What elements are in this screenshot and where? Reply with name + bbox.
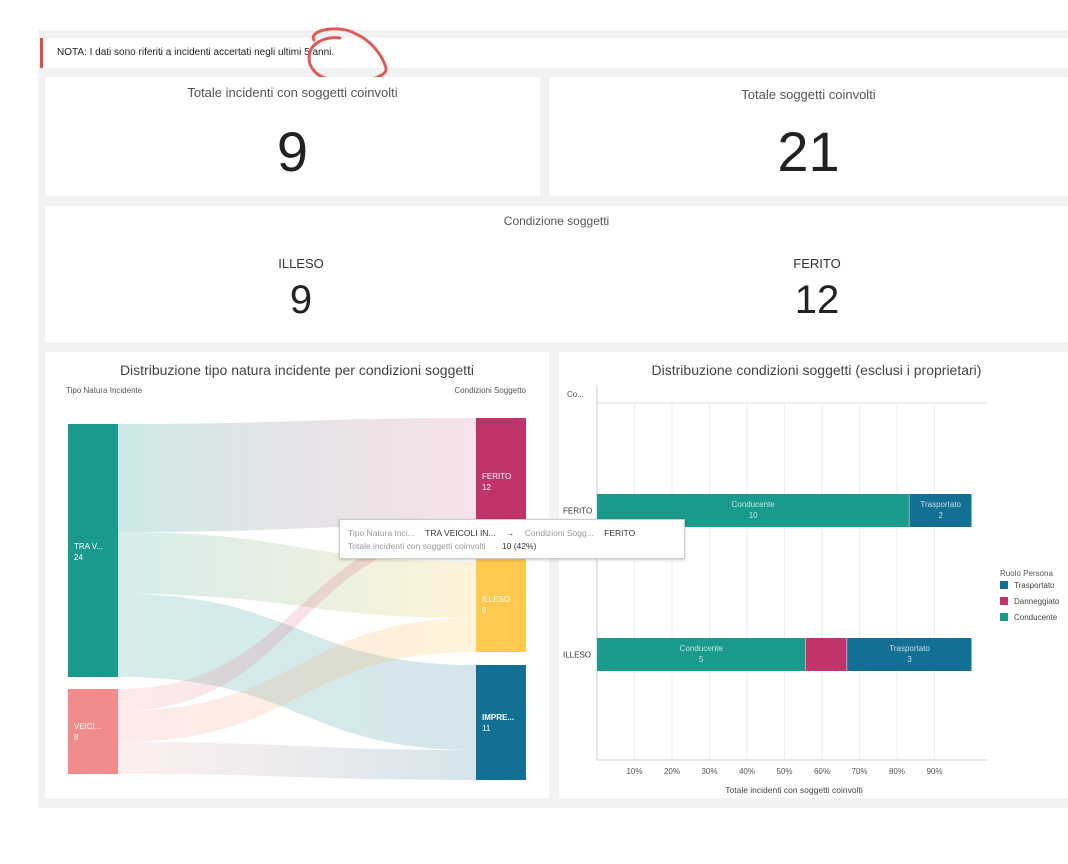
x-tick-label: 80% [889, 767, 905, 776]
kpi-incidenti-card[interactable]: Totale incidenti con soggetti coinvolti … [45, 77, 540, 196]
sankey-node-impre[interactable] [476, 665, 526, 780]
sankey-node-value: 9 [482, 606, 487, 615]
kpi-soggetti-title: Totale soggetti coinvolti [741, 87, 876, 102]
bar-segment-trasportato[interactable] [909, 494, 972, 527]
x-tick-label: 50% [776, 767, 792, 776]
sankey-node-tra-veicoli[interactable] [68, 424, 118, 677]
kpi-incidenti-title: Totale incidenti con soggetti coinvolti [187, 85, 398, 100]
legend-label[interactable]: Danneggiato [1014, 597, 1060, 606]
legend-swatch [1000, 597, 1008, 605]
condizione-illeso-value: 9 [289, 278, 313, 322]
kpi-soggetti-value: 21 [777, 120, 840, 183]
y-category-label: ILLESO [563, 651, 591, 660]
tooltip-key: Condizioni Sogg... [524, 528, 594, 538]
legend-swatch [1000, 581, 1008, 589]
bar-segment-value: 3 [907, 655, 912, 664]
sankey-node-value: 8 [74, 733, 79, 742]
tooltip-value: FERITO [604, 528, 636, 538]
x-tick-label: 10% [626, 767, 642, 776]
sankey-node-illeso[interactable] [476, 558, 526, 652]
note-banner: NOTA: I dati sono riferiti a incidenti a… [40, 38, 1068, 68]
tooltip-arrow: → [505, 528, 515, 538]
x-tick-label: 60% [814, 767, 830, 776]
condizione-card[interactable]: Condizione soggetti ILLESO 9 FERITO 12 [45, 206, 1068, 342]
kpi-incidenti-value: 9 [276, 120, 309, 183]
sankey-node-label: FERITO [482, 472, 511, 481]
tooltip-value: TRA VEICOLI IN... [425, 528, 496, 538]
x-tick-label: 40% [739, 767, 755, 776]
sankey-node-label: TRA V... [74, 542, 103, 551]
bar-segment-label: Conducente [732, 500, 776, 509]
sankey-node-label: IMPRE... [482, 713, 514, 722]
x-tick-label: 20% [664, 767, 680, 776]
condizione-illeso-label: ILLESO [278, 256, 324, 271]
condizione-ferito-value: 12 [794, 278, 840, 322]
x-tick-label: 30% [701, 767, 717, 776]
sankey-left-header: Tipo Natura Incidente [66, 386, 143, 395]
sankey-node-label: VEICI... [74, 722, 102, 731]
sankey-tooltip: Tipo Natura Inci... TRA VEICOLI IN... → … [339, 519, 685, 559]
sankey-link[interactable] [118, 532, 476, 618]
sankey-title: Distribuzione tipo natura incidente per … [119, 362, 475, 378]
bar-segment-value: 2 [938, 511, 943, 520]
sankey-node-value: 12 [482, 483, 491, 492]
x-tick-label: 70% [851, 767, 867, 776]
sankey-link[interactable] [118, 742, 476, 780]
legend-label[interactable]: Conducente [1014, 613, 1058, 622]
bar-chart-x-title: Totale incidenti con soggetti coinvolti [725, 785, 863, 795]
sankey-link[interactable] [118, 618, 476, 742]
legend-title: Ruolo Persona [1000, 569, 1053, 578]
kpi-soggetti-card[interactable]: Totale soggetti coinvolti 21 [549, 77, 1068, 196]
sankey-node-value: 24 [74, 553, 83, 562]
bar-chart-title: Distribuzione condizioni soggetti (esclu… [651, 362, 982, 378]
legend-label[interactable]: Trasportato [1014, 581, 1055, 590]
sankey-node-veicolo[interactable] [68, 689, 118, 774]
sankey-link[interactable] [118, 418, 476, 532]
condizione-ferito-label: FERITO [793, 256, 841, 271]
sankey-node-label: ILLESO [482, 595, 510, 604]
y-category-label: FERITO [563, 507, 592, 516]
bar-segment-conducente[interactable] [597, 638, 805, 671]
x-tick-label: 90% [926, 767, 942, 776]
bar-segment-value: 5 [699, 655, 704, 664]
bar-segment-label: Trasportato [889, 644, 930, 653]
bar-segment-trasportato[interactable] [847, 638, 972, 671]
bar-chart-panel: Distribuzione condizioni soggetti (esclu… [559, 352, 1068, 798]
tooltip-value: 10 (42%) [501, 541, 537, 551]
bar-chart-y-header: Co... [567, 390, 584, 399]
bar-segment-label: Conducente [680, 644, 724, 653]
note-text: NOTA: I dati sono riferiti a incidenti a… [57, 47, 335, 58]
bar-segment-label: Trasportato [920, 500, 961, 509]
condizione-title: Condizione soggetti [503, 214, 610, 228]
sankey-right-header: Condizioni Soggetto [454, 386, 526, 395]
tooltip-key: Tipo Natura Inci... [348, 528, 415, 538]
sankey-node-value: 11 [482, 724, 491, 733]
tooltip-key: Totale incidenti con soggetti coinvolti [348, 541, 486, 551]
bar-segment-value: 10 [749, 511, 758, 520]
legend-swatch [1000, 613, 1008, 621]
sankey-link[interactable] [118, 525, 476, 711]
bar-segment-danneggiato[interactable] [805, 638, 847, 671]
